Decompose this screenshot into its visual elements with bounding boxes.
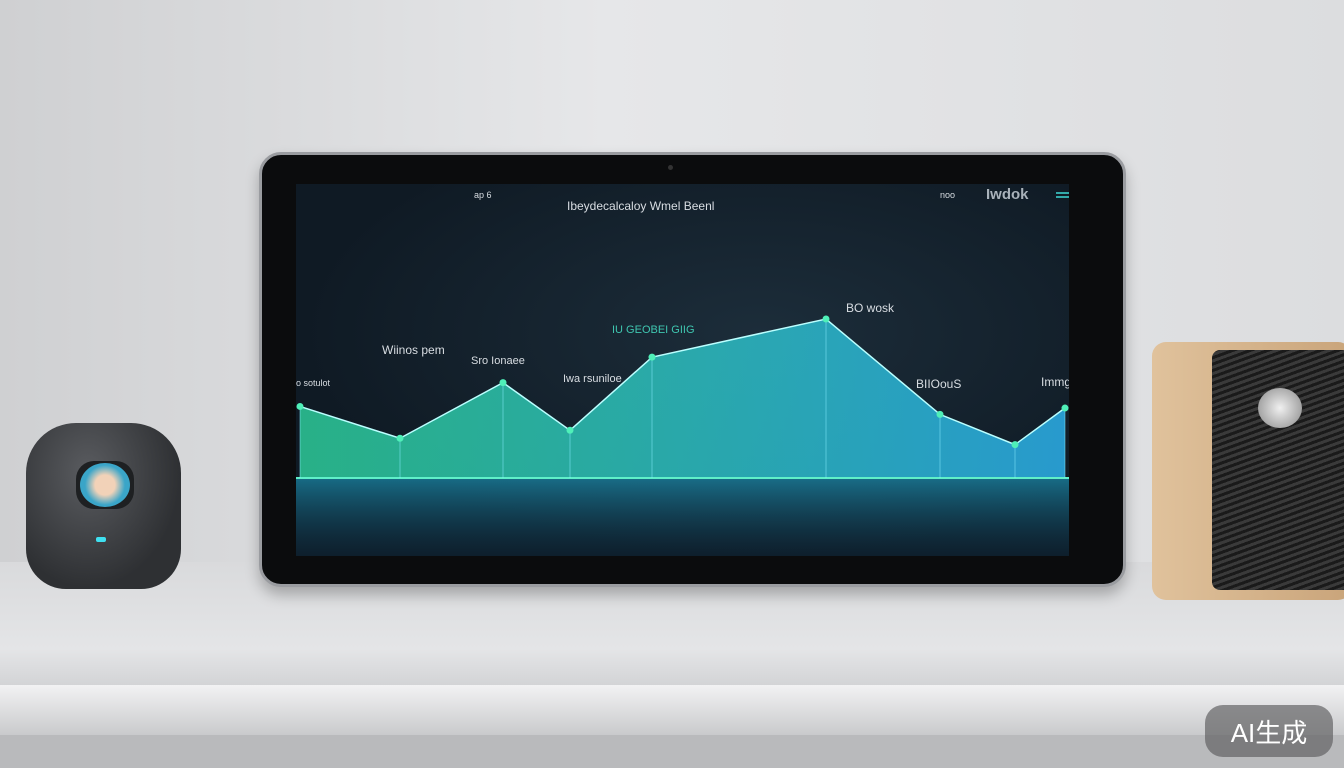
watermark-badge: AI生成 (1205, 705, 1333, 757)
smart-speaker (26, 423, 181, 589)
knob-icon (1258, 388, 1302, 428)
chart-label: o sotulot (296, 378, 331, 388)
chart-reflection (296, 478, 1069, 556)
floor (0, 735, 1344, 768)
chart-label: BO wosk (846, 301, 895, 315)
avatar (80, 463, 130, 507)
chart-point (296, 402, 304, 410)
brand-label: Iwdok (986, 186, 1029, 203)
chart-point (648, 353, 656, 361)
status-led (96, 537, 106, 542)
radio (1152, 342, 1344, 600)
chart-point (822, 315, 830, 323)
chart-label: Sro Ionaee (471, 355, 525, 367)
top-right-label: noo (940, 190, 956, 200)
tablet: ap 6 Ibeydecalcaloy Wmel Beenl noo Iwdok… (259, 152, 1126, 587)
tablet-screen: ap 6 Ibeydecalcaloy Wmel Beenl noo Iwdok… (296, 184, 1069, 556)
chart-point (566, 426, 574, 434)
menu-icon[interactable] (1056, 192, 1069, 198)
speaker-display (76, 461, 134, 509)
camera-icon (668, 165, 673, 170)
top-left-label: ap 6 (474, 190, 492, 200)
chart (296, 315, 1069, 556)
chart-title: Ibeydecalcaloy Wmel Beenl (567, 199, 715, 213)
radio-grille (1212, 350, 1344, 590)
chart-label: Iwa rsuniloe (563, 373, 622, 385)
chart-label: Immgloo (1041, 375, 1069, 389)
chart-point (1061, 404, 1069, 412)
shelf-edge (0, 685, 1344, 735)
chart-point (1011, 441, 1019, 449)
chart-area (300, 319, 1065, 478)
chart-point (936, 410, 944, 418)
chart-label: Wiinos pem (382, 343, 445, 357)
chart-point (396, 434, 404, 442)
chart-point (499, 379, 507, 387)
chart-label: BIIOouS (916, 377, 962, 391)
chart-label: IU GEOBEI GIIG (612, 324, 695, 336)
